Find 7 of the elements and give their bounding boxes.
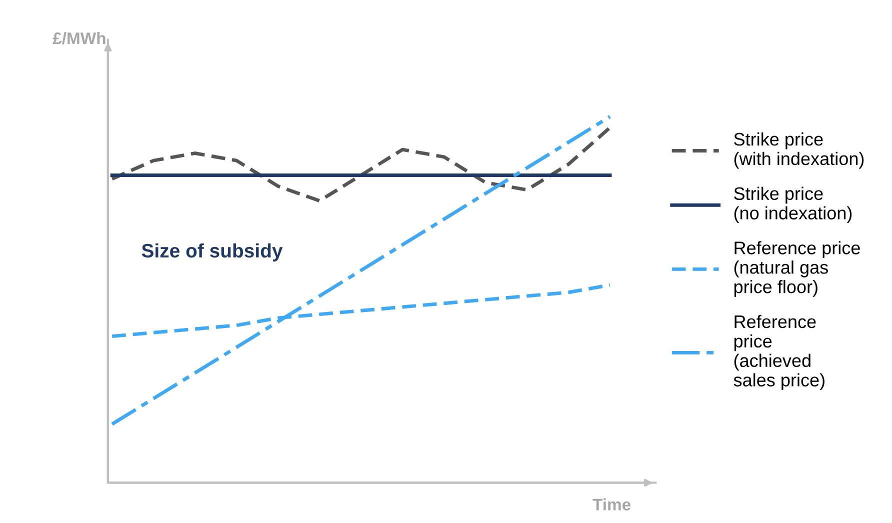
legend-label: Reference price (natural gas price floor) [734, 241, 860, 297]
legend-label: Strike price (with indexation) [734, 132, 864, 169]
y-axis-title: £/MWh [52, 32, 106, 44]
annotation: Size of subsidy [142, 243, 283, 262]
x-axis-title: Time [592, 498, 631, 510]
legend-label: Strike price (no indexation) [734, 186, 852, 224]
legend-label: Reference price (achieved sales price) [734, 314, 824, 390]
